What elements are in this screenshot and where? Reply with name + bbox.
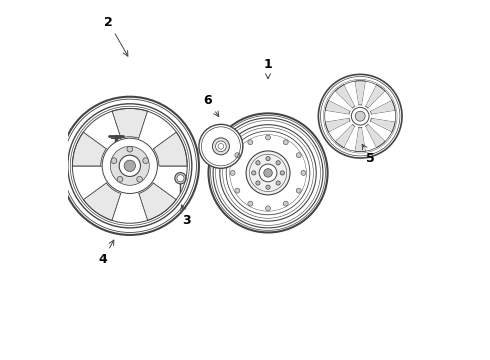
Wedge shape	[368, 91, 392, 111]
Wedge shape	[344, 81, 358, 106]
Circle shape	[355, 111, 365, 121]
Circle shape	[119, 155, 141, 176]
Circle shape	[276, 161, 280, 165]
Wedge shape	[335, 124, 355, 148]
Text: 2: 2	[104, 16, 128, 56]
Wedge shape	[355, 81, 366, 105]
Circle shape	[61, 97, 199, 235]
Circle shape	[296, 153, 301, 158]
Circle shape	[256, 181, 260, 185]
Circle shape	[266, 157, 270, 161]
Circle shape	[264, 168, 272, 177]
Wedge shape	[139, 112, 176, 148]
Wedge shape	[329, 121, 352, 141]
Circle shape	[235, 153, 240, 158]
Wedge shape	[344, 127, 358, 151]
Wedge shape	[112, 108, 147, 138]
Wedge shape	[325, 111, 349, 122]
Wedge shape	[329, 91, 352, 111]
Circle shape	[325, 81, 395, 152]
Wedge shape	[153, 132, 187, 166]
Circle shape	[117, 176, 123, 182]
Wedge shape	[372, 111, 395, 122]
Circle shape	[235, 188, 240, 193]
Wedge shape	[366, 85, 385, 108]
Wedge shape	[73, 166, 106, 199]
Wedge shape	[370, 100, 395, 114]
Circle shape	[276, 181, 280, 185]
Circle shape	[318, 75, 402, 158]
Circle shape	[246, 151, 290, 195]
Wedge shape	[83, 183, 121, 220]
Circle shape	[256, 161, 260, 165]
Circle shape	[127, 146, 133, 152]
Text: 1: 1	[264, 58, 272, 79]
Circle shape	[137, 176, 143, 182]
Text: 3: 3	[181, 205, 191, 227]
Wedge shape	[368, 121, 392, 141]
Wedge shape	[335, 85, 355, 108]
Circle shape	[296, 188, 301, 193]
Circle shape	[199, 124, 243, 168]
Circle shape	[73, 108, 187, 223]
Wedge shape	[355, 127, 366, 152]
Circle shape	[259, 164, 277, 182]
Circle shape	[266, 185, 270, 189]
Wedge shape	[73, 132, 106, 166]
Text: 4: 4	[99, 240, 114, 266]
Circle shape	[266, 206, 270, 211]
Circle shape	[111, 158, 117, 163]
Circle shape	[283, 201, 288, 206]
Circle shape	[212, 138, 229, 155]
Circle shape	[351, 107, 369, 125]
Circle shape	[301, 170, 306, 175]
Wedge shape	[362, 81, 376, 106]
Wedge shape	[370, 118, 395, 132]
Wedge shape	[362, 127, 376, 151]
Text: 5: 5	[362, 144, 375, 165]
Wedge shape	[154, 166, 187, 199]
Circle shape	[230, 170, 235, 175]
Circle shape	[143, 158, 148, 163]
Circle shape	[266, 135, 270, 140]
Circle shape	[248, 140, 253, 145]
Circle shape	[110, 146, 149, 185]
Circle shape	[102, 138, 157, 193]
Circle shape	[283, 140, 288, 145]
Circle shape	[124, 160, 135, 171]
Circle shape	[248, 201, 253, 206]
Circle shape	[175, 172, 186, 184]
Wedge shape	[139, 183, 176, 220]
Text: 6: 6	[203, 94, 219, 117]
Wedge shape	[325, 118, 350, 132]
Wedge shape	[366, 124, 385, 148]
Circle shape	[177, 175, 184, 182]
Circle shape	[280, 171, 285, 175]
Wedge shape	[112, 194, 147, 223]
Circle shape	[208, 113, 328, 233]
Circle shape	[216, 141, 226, 152]
Wedge shape	[325, 100, 350, 114]
Wedge shape	[84, 112, 121, 148]
Circle shape	[252, 171, 256, 175]
